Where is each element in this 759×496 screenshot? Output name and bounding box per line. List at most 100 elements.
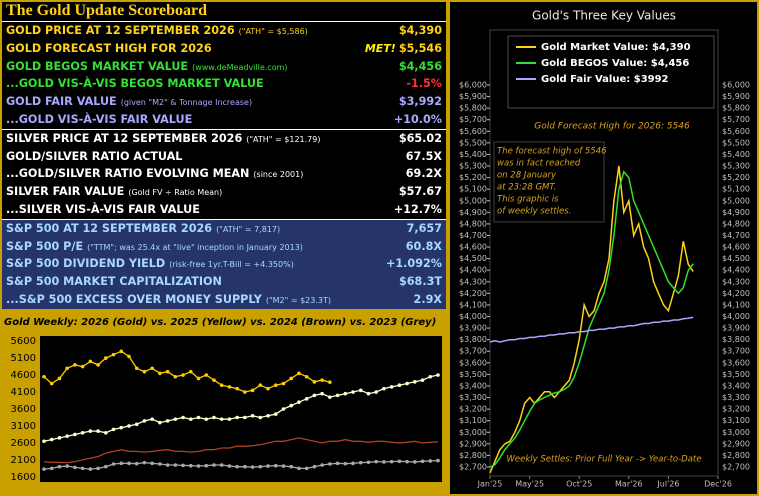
series-point: [104, 464, 108, 469]
y-tick-label: $3,500: [722, 370, 750, 379]
series-point: [104, 356, 108, 360]
series-point: [150, 366, 154, 371]
series-point: [358, 460, 363, 465]
row-label: GOLD BEGOS MARKET VALUE: [6, 59, 189, 73]
series-point: [88, 359, 93, 364]
series-point: [405, 459, 409, 464]
row-note: (given "M2" & Tonnage Increase): [120, 98, 253, 108]
y-tick-label: $2,800: [459, 451, 487, 460]
row-value: +10.0%: [393, 112, 442, 126]
y-tick-label: $4,300: [722, 277, 750, 286]
series-point: [413, 380, 417, 384]
scoreboard-row: SILVER PRICE AT 12 SEPTEMBER 2026 ("ATH" …: [2, 130, 446, 148]
series-point: [250, 413, 255, 418]
row-note: ("ATH" = 7,817): [216, 224, 281, 234]
y-tick-label: $3,800: [722, 335, 750, 344]
row-value: 67.5X: [405, 149, 442, 163]
y-tick-label: $5,000: [459, 196, 487, 205]
series-line: [43, 459, 439, 470]
series-point: [73, 432, 77, 437]
series-point: [88, 429, 93, 433]
y-tick-label: $5,300: [722, 162, 750, 171]
series-point: [42, 467, 46, 471]
y-tick-label: $5,300: [459, 162, 487, 171]
y-tick-label: $4,100: [722, 300, 750, 309]
y-tick-label: $3,400: [722, 381, 750, 390]
series-point: [328, 380, 332, 384]
y-tick-label: $3,200: [722, 405, 750, 414]
series-point: [134, 422, 139, 427]
series-point: [297, 400, 301, 405]
series-point: [258, 464, 263, 469]
note-line: The forecast high of 5546: [497, 147, 607, 157]
series-point: [96, 363, 100, 367]
series-point: [49, 466, 54, 471]
series-point: [158, 420, 162, 425]
weekly-title: Gold Weekly: 2026 (Gold) vs. 2025 (Yello…: [4, 317, 436, 328]
series-point: [335, 461, 340, 466]
y-tick-label: $5,100: [459, 185, 487, 194]
series-point: [196, 415, 201, 420]
series-point: [312, 380, 317, 384]
series-point: [250, 465, 255, 469]
series-point: [188, 369, 193, 374]
row-label: ...S&P 500 EXCESS OVER MONEY SUPPLY: [6, 292, 262, 306]
series-point: [243, 464, 247, 469]
x-tick-label: May'25: [515, 480, 544, 489]
series-point: [235, 464, 239, 469]
series-point: [297, 371, 301, 376]
series-point: [188, 417, 193, 421]
row-value: 2.9X: [413, 292, 442, 306]
row-label: GOLD FAIR VALUE: [6, 95, 117, 109]
scoreboard-row: ...GOLD VIS-À-VIS FAIR VALUE +10.0%: [2, 111, 446, 129]
series-point: [366, 391, 371, 396]
series-point: [49, 381, 54, 386]
x-tick-label: Jan'25: [477, 480, 503, 489]
series-point: [266, 413, 270, 418]
y-tick-label: $2,700: [459, 463, 487, 472]
series-point: [219, 417, 224, 421]
series-point: [127, 424, 131, 428]
y-tick-label: $4,800: [459, 219, 487, 228]
legend-box: [507, 35, 715, 109]
row-label: S&P 500 MARKET CAPITALIZATION: [6, 275, 222, 289]
series-point: [235, 386, 239, 391]
series-point: [111, 352, 116, 357]
row-value: +12.7%: [393, 202, 442, 216]
series-point: [320, 391, 324, 396]
series-point: [57, 436, 62, 440]
series-point: [204, 417, 209, 421]
y-tick-label: $5,900: [459, 92, 487, 101]
note-line: of weekly settles.: [497, 207, 571, 217]
series-point: [397, 383, 402, 388]
weekly-plot: [40, 336, 442, 482]
y-tick-label: $4,500: [722, 254, 750, 263]
y-tick-label: $4,700: [722, 231, 750, 240]
scoreboard-row: ...GOLD VIS-À-VIS BEGOS MARKET VALUE -1.5…: [2, 75, 446, 93]
series-point: [219, 383, 224, 388]
row-value: $3,992: [398, 95, 442, 109]
y-tick-label: $3,300: [459, 393, 487, 402]
series-point: [219, 463, 224, 467]
legend-label: Gold BEGOS Value: $4,456: [541, 58, 689, 69]
series-point: [420, 378, 425, 382]
y-tick-label: $5,600: [722, 127, 750, 136]
row-value: 60.8X: [405, 239, 442, 253]
x-tick-label: Jul'26: [656, 480, 679, 489]
y-tick-label: $4,000: [459, 312, 487, 321]
y-tick-label: $5,100: [722, 185, 750, 194]
series-point: [158, 371, 162, 376]
series-line: [489, 316, 694, 343]
row-value: $65.02: [398, 131, 442, 145]
series-point: [428, 374, 433, 379]
series-point: [266, 386, 270, 391]
y-tick-label: $4,600: [459, 243, 487, 252]
row-value: +1.092%: [386, 257, 442, 271]
y-tick-label: $2,700: [722, 463, 750, 472]
series-point: [328, 395, 332, 399]
scoreboard-row: GOLD PRICE AT 12 SEPTEMBER 2026 ("ATH" = …: [2, 22, 446, 40]
y-tick-label: $2,900: [459, 439, 487, 448]
series-point: [227, 417, 232, 421]
series-point: [328, 462, 332, 466]
series-point: [428, 459, 433, 463]
